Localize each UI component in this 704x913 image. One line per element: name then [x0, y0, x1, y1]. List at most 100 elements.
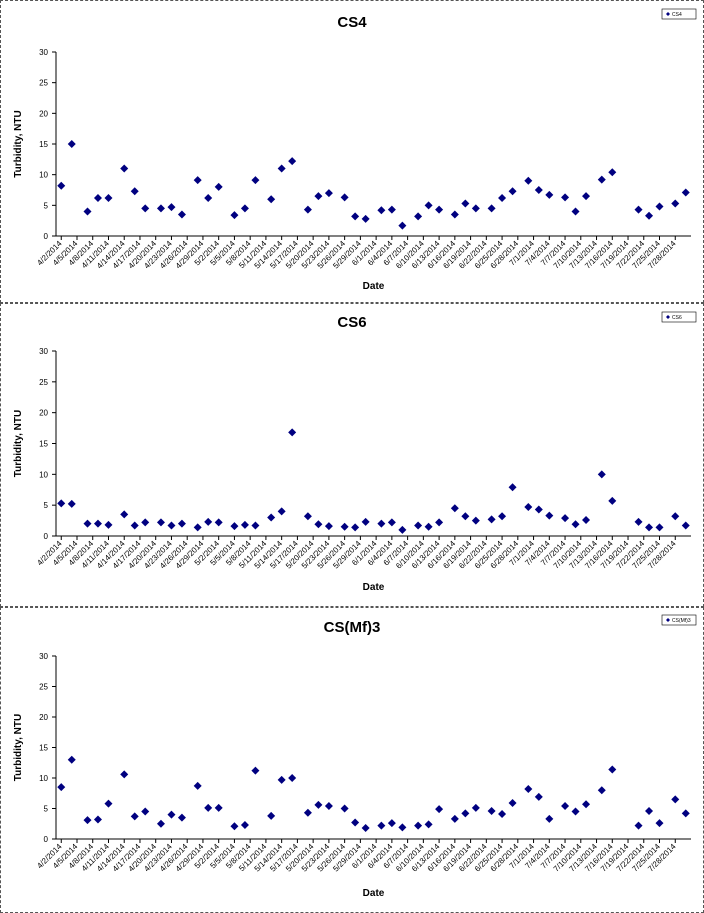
y-tick-label: 10 [39, 470, 48, 479]
legend-marker [666, 12, 670, 16]
chart-panel-cs6: CS6 CS6 0 5 10 15 20 25 30 4/2/2014 4/5/2014 4/8/20… [0, 303, 704, 607]
data-point [351, 212, 360, 221]
legend-label: CS6 [672, 315, 682, 321]
data-point [120, 164, 129, 173]
data-point [655, 523, 664, 532]
x-axis-label: Date [363, 582, 385, 593]
chart-title: CS(Mf)3 [324, 619, 381, 636]
y-tick-label: 10 [39, 774, 48, 783]
data-point [361, 214, 370, 223]
data-point [156, 518, 165, 527]
data-point [655, 819, 664, 828]
chart-title: CS4 [337, 14, 367, 31]
data-point [324, 802, 333, 811]
y-tick-label: 0 [44, 232, 49, 241]
y-tick-label: 5 [44, 501, 49, 510]
data-point [582, 515, 591, 524]
data-point [398, 823, 407, 832]
data-point [498, 193, 507, 202]
data-point [571, 807, 580, 816]
data-point [435, 205, 444, 214]
data-point [141, 807, 150, 816]
data-point [534, 186, 543, 194]
data-point [634, 517, 643, 526]
data-point [508, 187, 517, 196]
data-point [130, 521, 139, 530]
x-axis-label: Date [363, 888, 385, 899]
data-point [177, 519, 186, 528]
data-point [471, 204, 480, 213]
data-point [645, 806, 654, 815]
data-point [314, 800, 323, 809]
legend-label: CS4 [672, 12, 682, 18]
data-point [461, 809, 470, 818]
data-point [414, 212, 423, 221]
data-point [681, 521, 690, 530]
data-point [230, 822, 239, 831]
data-point [167, 521, 176, 530]
data-point [561, 514, 570, 523]
data-point [634, 205, 643, 214]
data-point [461, 512, 470, 521]
legend: CS6 [661, 311, 697, 323]
data-point [582, 800, 591, 809]
data-point [67, 499, 76, 508]
data-point [177, 210, 186, 219]
data-point [450, 814, 459, 823]
data-point [193, 781, 202, 790]
data-point [435, 805, 444, 814]
data-point [303, 512, 312, 521]
data-point [414, 821, 423, 830]
data-point [156, 819, 165, 828]
data-point [487, 204, 496, 213]
data-point [671, 795, 680, 804]
y-axis-label: Turbidity, NTU [13, 410, 24, 477]
axes [55, 656, 691, 840]
data-point [508, 799, 517, 808]
data-point [361, 517, 370, 526]
data-point [387, 205, 396, 214]
data-point [450, 504, 459, 513]
data-point [104, 193, 113, 202]
data-point [435, 518, 444, 527]
data-point [597, 175, 606, 184]
y-tick-label: 30 [39, 48, 48, 57]
data-point [471, 803, 480, 812]
y-tick-label: 30 [39, 652, 48, 661]
data-point [398, 221, 407, 230]
data-point [608, 765, 617, 774]
chart-svg-csmf3: CS(Mf)3 CS(Mf)30510152025304/2/20144/5/20… [13, 614, 697, 899]
data-point [498, 809, 507, 818]
data-point [424, 201, 433, 210]
data-point [561, 193, 570, 202]
data-point [561, 802, 570, 811]
data-point [83, 816, 92, 825]
data-point [193, 523, 202, 532]
y-tick-label: 30 [39, 347, 48, 356]
data-point [104, 520, 113, 529]
y-tick-label: 0 [44, 835, 49, 844]
data-point [671, 199, 680, 208]
data-point [387, 518, 396, 527]
data-point [240, 820, 249, 829]
data-point [487, 515, 496, 524]
data-point [214, 182, 223, 191]
y-axis-label: Turbidity, NTU [13, 714, 24, 781]
data-point [340, 522, 349, 531]
data-point [424, 522, 433, 531]
data-point [67, 140, 76, 148]
data-point [508, 483, 517, 492]
y-tick-label: 20 [39, 713, 48, 722]
data-point [645, 211, 654, 220]
data-point [524, 176, 533, 185]
data-point [414, 521, 423, 530]
data-point [597, 470, 606, 479]
data-point [377, 519, 386, 528]
data-point [340, 804, 349, 813]
data-point [214, 803, 223, 812]
data-point [524, 784, 533, 793]
data-point [377, 821, 386, 830]
legend-marker [666, 315, 670, 319]
data-point [424, 820, 433, 829]
data-point [57, 499, 66, 508]
